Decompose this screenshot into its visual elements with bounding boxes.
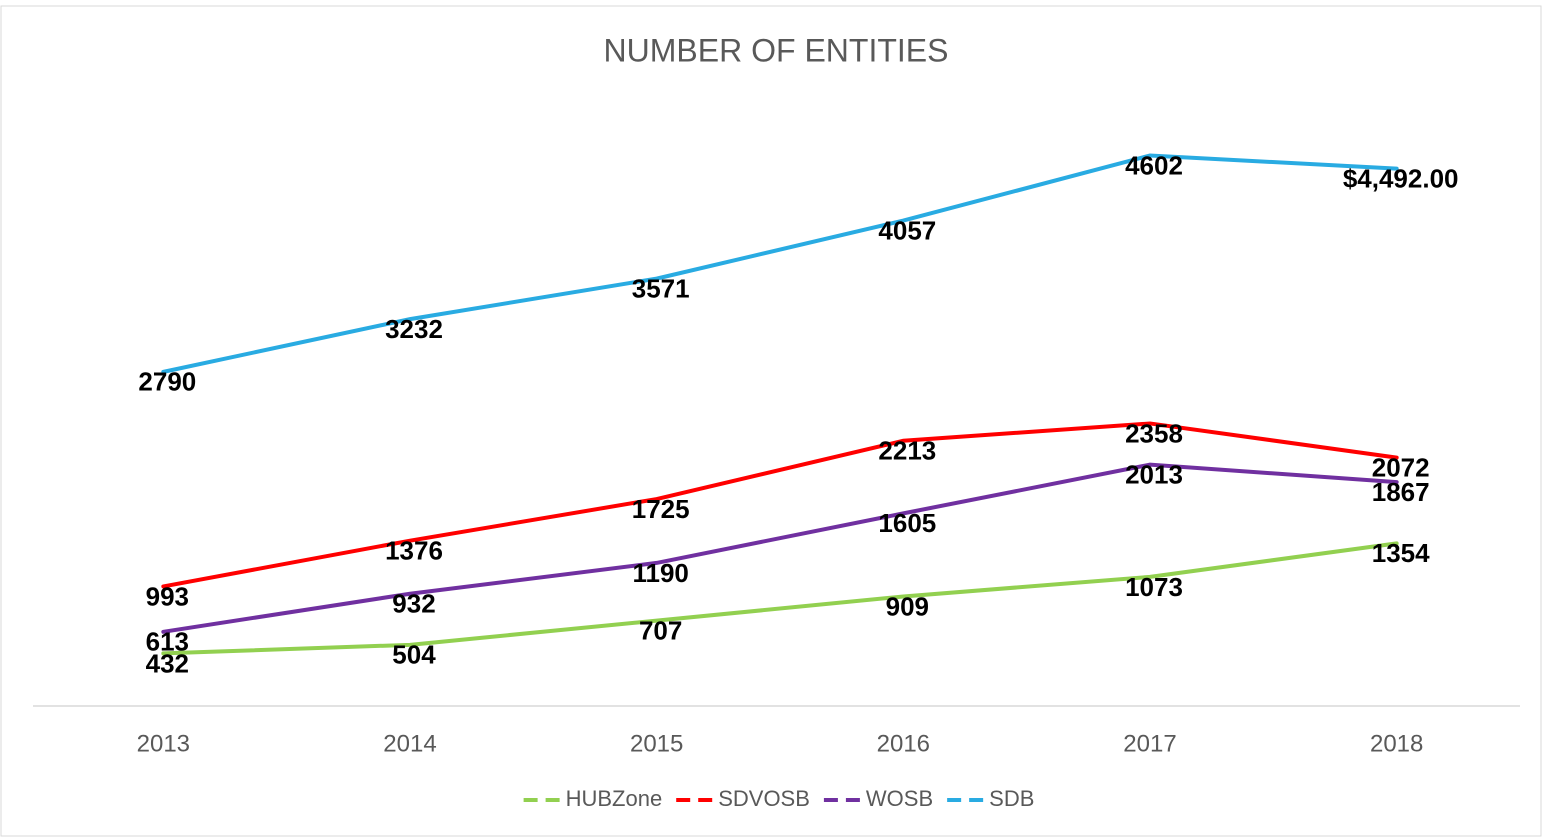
data-label: 2213 [878,436,936,466]
x-tick-label: 2016 [877,730,930,757]
data-label: 1867 [1372,477,1430,507]
x-tick-label: 2013 [137,730,190,757]
data-label: 993 [146,581,189,611]
data-label: 2790 [138,367,196,397]
data-label: $4,492.00 [1343,164,1459,194]
series-line [161,462,1399,634]
data-label: 432 [146,648,189,678]
data-label: 2358 [1125,418,1183,448]
legend-label: SDB [989,786,1034,811]
data-label: 1605 [878,508,936,538]
data-label: 932 [392,589,435,619]
data-label: 504 [392,640,436,670]
data-label: 1354 [1372,538,1430,568]
data-label: 2013 [1125,460,1183,490]
series-line [161,541,1399,656]
data-label: 1190 [632,558,688,588]
x-tick-label: 2017 [1123,730,1176,757]
data-label: 707 [639,615,682,645]
data-label: 1376 [385,536,443,566]
data-label: 1073 [1125,572,1183,602]
series-line [161,421,1399,589]
data-label: 909 [886,591,929,621]
legend-label: HUBZone [566,786,663,811]
data-label: 2072 [1372,452,1430,482]
legend-label: SDVOSB [718,786,810,811]
data-label: 1725 [632,494,690,524]
data-label: 3571 [632,273,690,303]
legend-label: WOSB [866,786,933,811]
chart-border [0,5,1542,837]
data-label: 4057 [878,215,936,245]
x-tick-label: 2018 [1370,730,1423,757]
data-label: 613 [146,627,189,657]
series-line [161,153,1399,374]
data-label: 3232 [385,314,443,344]
chart-title: NUMBER OF ENTITIES [604,32,949,68]
data-label: 4602 [1125,150,1183,180]
x-tick-label: 2015 [630,730,683,757]
x-tick-label: 2014 [383,730,436,757]
